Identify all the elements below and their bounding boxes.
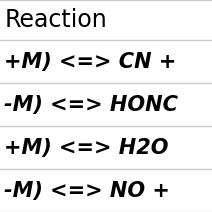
Text: +M) <=> CN +: +M) <=> CN + [4, 52, 177, 72]
Text: Reaction: Reaction [4, 8, 107, 32]
Text: +M) <=> H2O: +M) <=> H2O [4, 138, 169, 158]
Bar [0, 40, 212, 83]
Text: -M) <=> NO +: -M) <=> NO + [4, 181, 170, 201]
Bar [0, 126, 212, 169]
Text: -M) <=> HONC: -M) <=> HONC [4, 95, 178, 115]
Bar [0, 0, 212, 40]
Bar [0, 83, 212, 126]
Bar [0, 169, 212, 212]
